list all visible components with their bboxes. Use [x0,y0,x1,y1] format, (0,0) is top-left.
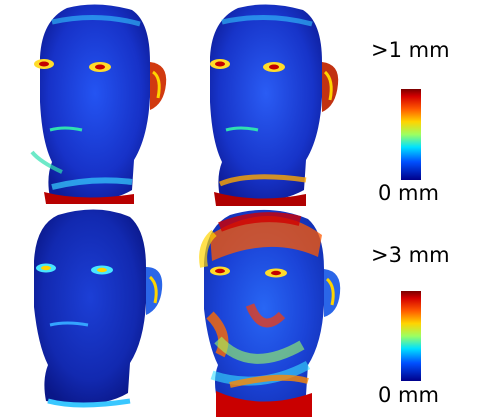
face-error-map-top-right [210,4,339,206]
face-error-map-top-left [30,4,167,204]
colorbar-1 [401,89,421,180]
colorbar-1-min-label: 0 mm [378,181,439,205]
face-error-map-bottom-left [34,209,163,408]
colorbar-2 [401,291,421,381]
colorbar-2-min-label: 0 mm [378,383,439,407]
colorbar-2-max-label: >3 mm [371,243,450,267]
face-error-map-bottom-right [199,209,341,417]
colorbar-1-max-label: >1 mm [371,38,450,62]
